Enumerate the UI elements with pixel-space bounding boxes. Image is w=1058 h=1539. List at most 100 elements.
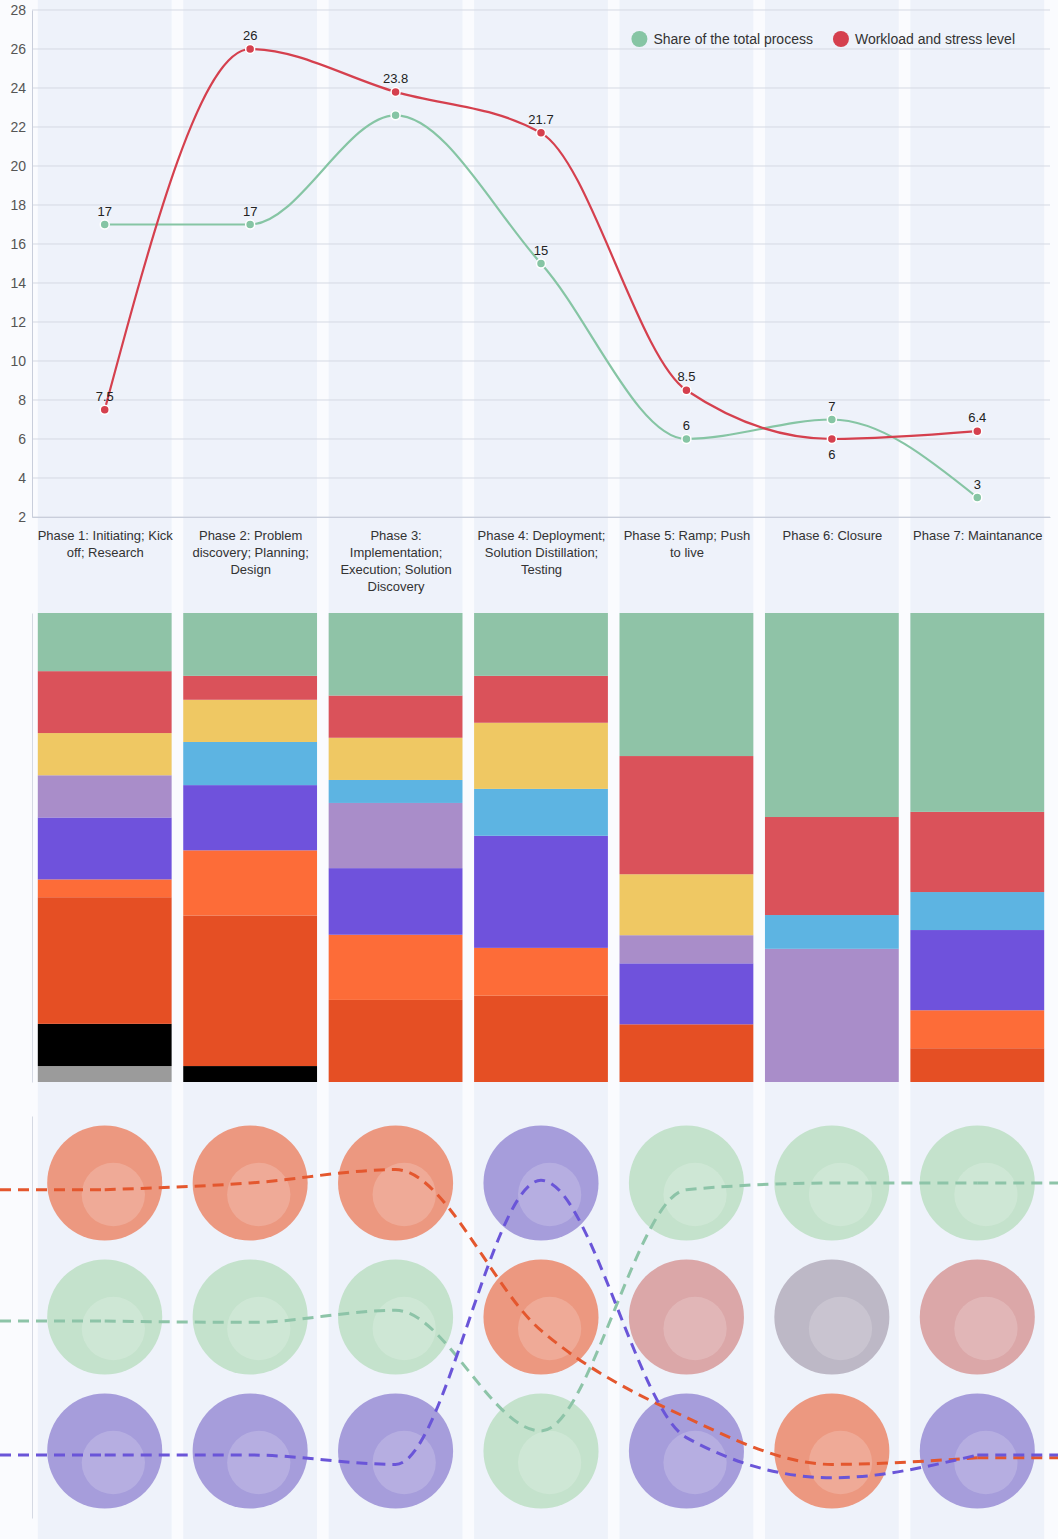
- tick-label: 16: [10, 236, 26, 252]
- legend: Share of the total process Workload and s…: [631, 31, 1015, 47]
- grid-line: [32, 205, 1050, 206]
- tick: 12: [10, 314, 32, 330]
- space-photo: [193, 1259, 308, 1374]
- space-photo: [629, 1259, 744, 1374]
- column-band: [910, 0, 1044, 1539]
- dashed-path: [105, 1180, 978, 1477]
- dashed-path-stub: [0, 1188, 105, 1191]
- legend-label: Share of the total process: [653, 31, 813, 47]
- tick: Phase 3:Implementation;Execution; Soluti…: [340, 517, 451, 594]
- space-photo-shade: [227, 1163, 290, 1226]
- legend-swatch: [631, 31, 647, 47]
- axis-line: [32, 1117, 33, 1519]
- space-photo-shade: [954, 1297, 1017, 1360]
- tick: 4: [18, 470, 32, 486]
- tick-label: 18: [10, 197, 26, 213]
- column-band: [38, 0, 172, 1539]
- tick: 10: [10, 353, 32, 369]
- bar-segment: [38, 1066, 172, 1082]
- bar-segment: [329, 613, 463, 696]
- space-photo-shade: [373, 1163, 436, 1226]
- space-photo-shade: [663, 1297, 726, 1360]
- bar-segment: [38, 613, 172, 671]
- column-bands: [38, 0, 1044, 1539]
- grid-line: [32, 361, 1050, 362]
- tick: 2: [18, 509, 32, 525]
- dashed-path-stub: [977, 1182, 1058, 1185]
- tick: Phase 5: Ramp; Pushto live: [624, 517, 750, 560]
- dashed-path-stub: [0, 1454, 105, 1457]
- space-photo: [193, 1393, 308, 1508]
- series-point: [391, 111, 400, 120]
- tick: 22: [10, 119, 32, 135]
- grid-line: [32, 49, 1050, 50]
- tick: 16: [10, 236, 32, 252]
- bar-segment: [183, 676, 317, 700]
- space-photo-shade: [227, 1431, 290, 1494]
- space-photo-shade: [82, 1431, 145, 1494]
- space-photo: [338, 1125, 453, 1240]
- space-photo: [629, 1125, 744, 1240]
- space-photo: [920, 1259, 1035, 1374]
- dashed-path: [105, 1170, 978, 1465]
- tick-label-line: Phase 2: Problem: [199, 528, 302, 543]
- bar-segment: [910, 613, 1044, 812]
- data-labels: 1717156737.52623.821.78.566.4: [96, 28, 987, 492]
- column-band: [620, 0, 754, 1539]
- bar-segment: [38, 879, 172, 897]
- bar-segment: [183, 785, 317, 850]
- bar-segment: [474, 836, 608, 948]
- tick: Phase 2: Problemdiscovery; Planning;Desi…: [192, 517, 308, 577]
- tick-label: Phase 4: Deployment;Solution Distillatio…: [478, 528, 606, 577]
- data-label: 21.7: [528, 112, 553, 127]
- bar-segment: [183, 742, 317, 785]
- bar-segment: [620, 935, 754, 963]
- series-point: [973, 493, 982, 502]
- tick-label: 20: [10, 158, 26, 174]
- bar-segment: [474, 789, 608, 836]
- tick: 8: [18, 392, 32, 408]
- bar-segment: [38, 733, 172, 775]
- tick-label-line: Solution Distillation;: [485, 545, 598, 560]
- grid-line: [32, 517, 1050, 518]
- space-photo: [338, 1259, 453, 1374]
- dashed-path: [105, 1183, 978, 1431]
- data-label: 6: [828, 447, 835, 462]
- bar-segment: [183, 850, 317, 915]
- series-point: [682, 435, 691, 444]
- bar-segment: [620, 874, 754, 935]
- data-label: 7.5: [96, 389, 114, 404]
- grid-line: [32, 322, 1050, 323]
- series-point: [973, 427, 982, 436]
- y-axis: [32, 1117, 33, 1519]
- bar-segment: [329, 696, 463, 738]
- series-point: [100, 220, 109, 229]
- space-photo: [774, 1393, 889, 1508]
- space-photo: [483, 1393, 598, 1508]
- tick: 26: [10, 41, 32, 57]
- bar-segment: [474, 996, 608, 1082]
- bar-segment: [329, 738, 463, 780]
- bar-segment: [474, 723, 608, 789]
- tick-label-line: Phase 7: Maintanance: [913, 528, 1042, 543]
- bar-segment: [183, 700, 317, 742]
- legend-label: Workload and stress level: [855, 31, 1015, 47]
- series-point: [827, 415, 836, 424]
- column-band: [329, 0, 463, 1539]
- data-label: 23.8: [383, 71, 408, 86]
- bar-segment: [910, 930, 1044, 1010]
- series-point: [537, 128, 546, 137]
- space-photo: [920, 1393, 1035, 1508]
- tick-label: Phase 2: Problemdiscovery; Planning;Desi…: [192, 528, 308, 577]
- legend-item: Workload and stress level: [833, 31, 1015, 47]
- space-photo-shade: [518, 1163, 581, 1226]
- tick-label: 2: [18, 509, 26, 525]
- legend-item: Share of the total process: [631, 31, 813, 47]
- tick: Phase 4: Deployment;Solution Distillatio…: [478, 517, 606, 577]
- space-photo-shade: [809, 1163, 872, 1226]
- bar-segment: [765, 915, 899, 949]
- bar-segment: [765, 949, 899, 1082]
- space-photo-shade: [518, 1297, 581, 1360]
- tick-label: 28: [10, 2, 26, 18]
- tick-label: 10: [10, 353, 26, 369]
